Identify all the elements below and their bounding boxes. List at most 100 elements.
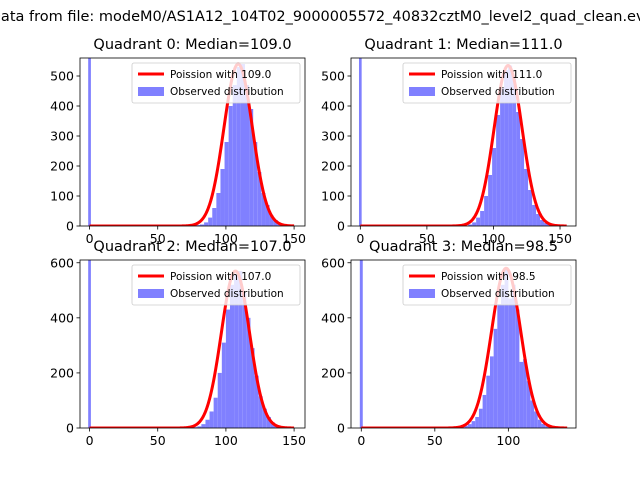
q2-ytick-label-1: 200	[50, 365, 74, 380]
q1-legend-hist-swatch	[409, 87, 435, 96]
q0-xtick-label-3: 150	[282, 231, 306, 246]
q0-bar-3	[208, 217, 213, 226]
q2-bar-3	[205, 419, 210, 428]
q1-ytick-label-0: 0	[337, 219, 345, 234]
q3-legend-hist-label: Observed distribution	[441, 288, 555, 300]
q2-xtick-label-3: 150	[282, 433, 306, 448]
q1-bar-14	[524, 169, 529, 226]
q2-plot-area	[88, 260, 295, 428]
q3-bar-2	[467, 424, 472, 428]
q0-bar-19	[273, 220, 278, 226]
q3-bar-3	[471, 421, 476, 428]
q1-plot-area	[358, 58, 568, 226]
q3-bar-1	[464, 425, 468, 428]
q1-ytick-label-4: 400	[321, 99, 345, 114]
q3-legend-fit-label: Poission with 98.5	[441, 271, 536, 283]
q0-bar-8	[228, 106, 233, 226]
q0-bar-17	[265, 205, 270, 226]
panel-quadrant-0: 0 50 100 150 0 100 200 300 400 500 Poission with 1…	[50, 37, 306, 246]
q1-legend-fit-label: Poission with 111.0	[441, 69, 542, 81]
q2-title: Quadrant 2: Median=107.0	[93, 239, 291, 255]
q1-xtick-label-0: 0	[356, 231, 364, 246]
q0-bar-13	[249, 109, 254, 226]
q2-legend-hist-swatch	[138, 289, 164, 298]
q3-bar-22	[541, 423, 546, 428]
q3-axes-frame	[350, 259, 577, 429]
q0-plot-area	[88, 58, 295, 226]
q1-fit-curve	[359, 64, 568, 226]
q0-bar-zero	[88, 58, 91, 226]
q1-bar-1	[472, 222, 477, 226]
q1-ytick-label-1: 100	[321, 189, 345, 204]
q2-xtick-label-1: 50	[150, 433, 166, 448]
q0-bar-5	[216, 193, 221, 226]
q0-xtick-label-2: 100	[214, 231, 238, 246]
q1-ytick-label-2: 200	[321, 159, 345, 174]
q0-bar-1	[200, 224, 205, 226]
q2-bar-2	[201, 424, 206, 428]
q1-bar-13	[520, 139, 525, 226]
q1-bar-7	[496, 115, 501, 226]
q0-bar-12	[245, 85, 250, 226]
q3-bar-14	[512, 284, 516, 428]
q0-bar-7	[224, 142, 229, 226]
q0-bar-0	[195, 225, 200, 226]
q0-ytick-label-3: 300	[50, 129, 74, 144]
q0-bar-4	[212, 208, 217, 226]
q0-bar-14	[253, 142, 258, 226]
q2-bar-zero	[88, 260, 91, 428]
q2-ytick-label-3: 600	[50, 255, 74, 270]
q2-bar-0	[193, 427, 198, 428]
q1-ytick-label-5: 500	[321, 69, 345, 84]
q2-bar-4	[209, 411, 214, 428]
q2-bar-13	[246, 317, 251, 428]
q1-bar-3	[480, 211, 485, 226]
q1-bar-2	[476, 217, 481, 226]
q0-title: Quadrant 0: Median=109.0	[93, 37, 291, 53]
q0-bar-2	[204, 222, 209, 226]
q0-axes-frame	[79, 57, 306, 227]
q3-plot-area	[359, 260, 568, 428]
q1-xtick-label-2: 100	[482, 231, 506, 246]
q3-bar-11	[501, 284, 505, 428]
q0-bar-9	[232, 85, 237, 226]
q2-bar-7	[221, 342, 226, 428]
q1-bar-18	[540, 220, 545, 226]
q3-bar-6	[482, 394, 487, 428]
q1-bar-15	[528, 190, 533, 226]
q3-bar-21	[537, 419, 542, 428]
q0-bar-6	[220, 169, 225, 226]
q2-bar-8	[225, 309, 230, 428]
q1-bar-10	[508, 65, 513, 226]
q2-bar-6	[217, 372, 222, 428]
q2-bar-11	[238, 271, 243, 428]
q0-legend-hist-swatch	[138, 87, 164, 96]
q1-bar-17	[536, 214, 541, 226]
q3-bar-9	[493, 328, 498, 428]
q0-bar-18	[269, 215, 274, 226]
q1-bar-zero	[358, 58, 362, 226]
q0-bar-16	[261, 193, 266, 226]
q2-bar-18	[266, 416, 271, 428]
q2-fit-curve	[88, 269, 295, 428]
q2-legend-box	[131, 264, 301, 306]
q2-ytick-label-2: 400	[50, 310, 74, 325]
panel-quadrant-3: 0 50 100 0 200 400 600 Poission with 98.5 Observ…	[321, 239, 577, 448]
q1-bar-0	[468, 224, 473, 226]
q3-title: Quadrant 3: Median=98.5	[369, 239, 558, 255]
q0-ytick-label-0: 0	[66, 219, 74, 234]
q0-bar-15	[257, 172, 262, 226]
q3-legend-hist-swatch	[409, 289, 435, 298]
q0-xtick-label-1: 50	[150, 231, 166, 246]
q0-ytick-label-1: 100	[50, 189, 74, 204]
q2-xtick-label-2: 100	[214, 433, 238, 448]
q2-legend-fit-label: Poission with 107.0	[170, 271, 271, 283]
q3-ytick-label-2: 400	[321, 310, 345, 325]
q3-ytick-label-1: 200	[321, 365, 345, 380]
q3-xtick-label-1: 50	[427, 433, 443, 448]
q3-legend-box	[402, 264, 572, 306]
q3-bar-23	[545, 426, 549, 428]
q1-bar-9	[504, 70, 509, 226]
q1-bar-11	[512, 79, 517, 226]
q3-bar-18	[526, 381, 531, 428]
